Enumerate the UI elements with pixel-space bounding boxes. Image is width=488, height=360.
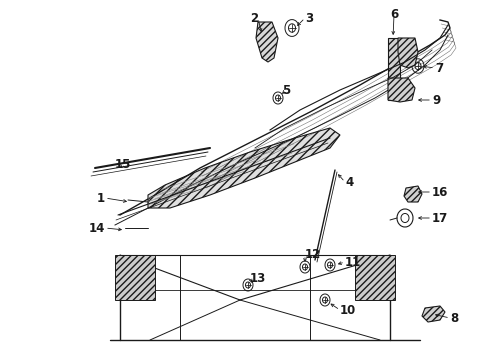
Polygon shape: [387, 38, 399, 100]
Text: 2: 2: [249, 12, 258, 24]
Text: 16: 16: [431, 185, 447, 198]
Text: 3: 3: [305, 12, 312, 24]
Polygon shape: [387, 78, 414, 102]
Polygon shape: [421, 306, 444, 322]
Polygon shape: [256, 22, 278, 62]
Polygon shape: [354, 255, 394, 300]
Text: 14: 14: [88, 221, 105, 234]
Text: 15: 15: [115, 158, 131, 171]
Text: 12: 12: [305, 248, 321, 261]
Text: 17: 17: [431, 211, 447, 225]
Text: 7: 7: [434, 62, 442, 75]
Text: 13: 13: [249, 271, 265, 284]
Polygon shape: [115, 255, 155, 300]
Text: 9: 9: [431, 94, 439, 107]
Text: 5: 5: [281, 84, 289, 96]
Text: 11: 11: [345, 256, 361, 269]
Text: 8: 8: [449, 311, 457, 324]
Text: 6: 6: [389, 9, 397, 22]
Text: 1: 1: [97, 192, 105, 204]
Polygon shape: [403, 186, 421, 202]
Text: 4: 4: [345, 175, 352, 189]
Text: 10: 10: [339, 303, 356, 316]
Polygon shape: [148, 128, 339, 208]
Polygon shape: [397, 38, 417, 68]
